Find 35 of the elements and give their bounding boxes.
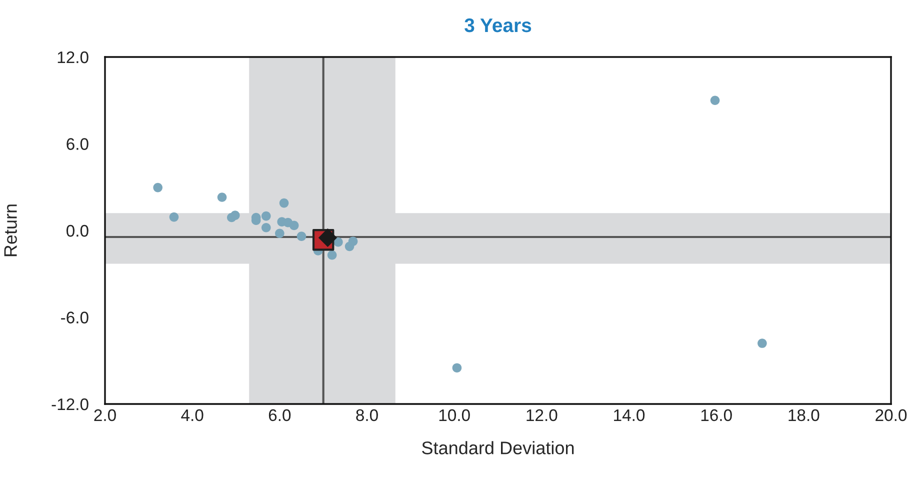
point xyxy=(279,198,289,208)
point xyxy=(261,222,271,232)
point xyxy=(758,338,767,348)
x-tick-label: 4.0 xyxy=(181,409,204,422)
chart-title: 3 Years xyxy=(464,18,532,32)
point xyxy=(710,96,720,106)
x-tick-label: 14.0 xyxy=(614,409,645,422)
point xyxy=(275,228,284,238)
x-tick-label: 18.0 xyxy=(788,409,820,422)
x-axis-title: Standard Deviation xyxy=(422,441,574,454)
x-tick-label: 6.0 xyxy=(268,409,291,422)
y-tick-label: -6.0 xyxy=(61,312,88,324)
point xyxy=(296,232,306,241)
y-tick-label: 12.0 xyxy=(58,51,88,64)
point xyxy=(169,212,179,222)
point xyxy=(230,210,240,220)
point xyxy=(452,363,462,373)
y-tick-label: -12.0 xyxy=(52,398,88,410)
x-tick-label: 12.0 xyxy=(526,409,558,422)
point xyxy=(318,228,338,248)
x-tick-label: 2.0 xyxy=(94,409,116,422)
x-tick-label: 8.0 xyxy=(356,409,378,422)
point xyxy=(327,250,337,260)
point xyxy=(261,211,271,221)
point xyxy=(334,237,343,247)
point xyxy=(217,192,227,202)
x-tick-label: 10.0 xyxy=(439,409,470,422)
y-tick-label: 0.0 xyxy=(66,224,88,237)
point xyxy=(348,236,358,246)
x-tick-label: 16.0 xyxy=(701,409,732,422)
y-axis-title: Return xyxy=(4,204,17,256)
point xyxy=(153,182,162,192)
x-tick-label: 20.0 xyxy=(876,409,907,422)
point xyxy=(289,220,299,230)
y-tick-label: 6.0 xyxy=(66,138,88,150)
